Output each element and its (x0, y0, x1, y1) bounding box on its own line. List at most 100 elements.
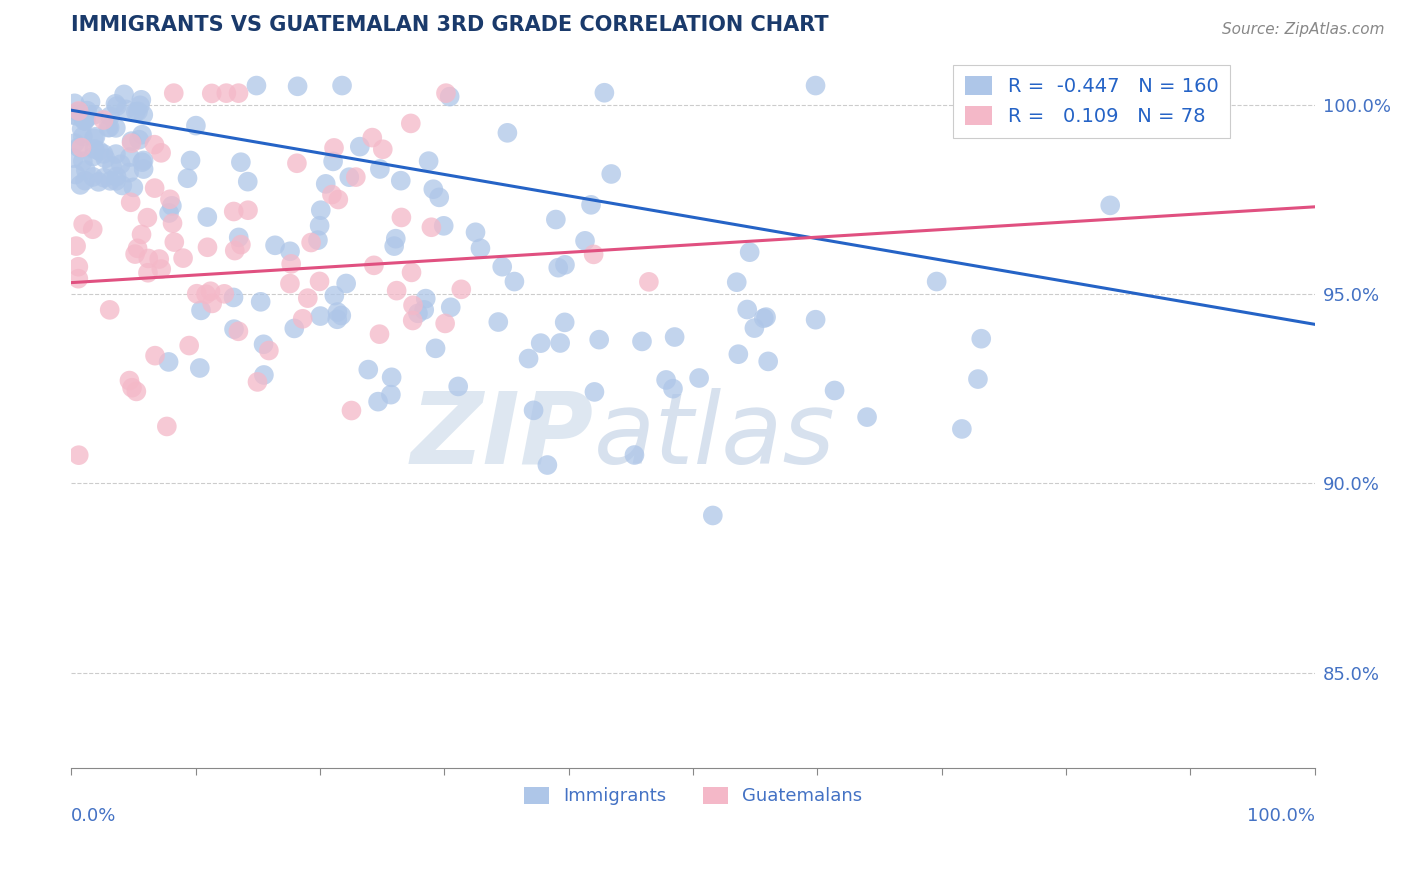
Point (172, 251, 194, 265)
Point (434, 86, 457, 100)
Point (136, 266, 159, 280)
Point (228, 86, 250, 100)
Point (67, 140, 90, 154)
Point (83, 142, 105, 156)
Point (530, 336, 553, 351)
Point (368, 327, 391, 342)
Point (522, 403, 544, 417)
Point (283, 321, 305, 335)
Point (150, 145, 173, 160)
Point (72, 154, 94, 169)
Point (98, 302, 121, 317)
Point (104, 147, 127, 161)
Point (87, 175, 110, 189)
Point (69, 178, 91, 192)
Point (66, 104, 89, 119)
Point (82, 222, 104, 236)
Point (382, 239, 405, 253)
Point (72, 217, 94, 231)
Point (73, 113, 96, 128)
Point (186, 286, 208, 301)
Point (252, 337, 274, 351)
Point (122, 180, 145, 194)
Point (105, 174, 128, 188)
Point (287, 79, 309, 94)
Point (574, 234, 596, 248)
Point (328, 193, 350, 207)
Point (176, 171, 198, 186)
Point (112, 87, 135, 102)
Point (124, 247, 146, 261)
Text: Source: ZipAtlas.com: Source: ZipAtlas.com (1222, 22, 1385, 37)
Legend: Immigrants, Guatemalans: Immigrants, Guatemalans (516, 780, 869, 813)
Point (157, 206, 180, 220)
Point (297, 291, 319, 305)
Point (402, 298, 425, 312)
Point (253, 368, 276, 382)
Point (264, 238, 287, 252)
Point (97, 120, 120, 135)
Point (664, 330, 686, 344)
Point (491, 260, 513, 274)
Point (385, 284, 408, 298)
Point (131, 128, 153, 142)
Point (65, 239, 87, 253)
Point (125, 384, 148, 399)
Point (93, 113, 115, 128)
Point (201, 296, 224, 310)
Point (228, 324, 250, 338)
Point (75, 112, 97, 126)
Point (67, 448, 90, 462)
Point (337, 170, 360, 185)
Point (440, 301, 463, 315)
Point (120, 195, 142, 210)
Point (229, 237, 252, 252)
Point (143, 349, 166, 363)
Point (101, 159, 124, 173)
Point (824, 384, 846, 398)
Point (655, 373, 678, 387)
Point (63, 96, 86, 111)
Point (600, 167, 623, 181)
Point (330, 309, 353, 323)
Point (70, 121, 93, 136)
Point (93, 147, 115, 161)
Point (222, 290, 245, 304)
Point (486, 315, 509, 329)
Point (307, 233, 329, 247)
Point (98, 120, 121, 135)
Point (236, 175, 259, 189)
Point (315, 177, 337, 191)
Point (321, 187, 343, 202)
Point (925, 275, 948, 289)
Point (517, 351, 540, 366)
Point (309, 203, 332, 218)
Point (326, 312, 349, 326)
Point (967, 372, 990, 386)
Point (702, 508, 724, 523)
Point (593, 86, 616, 100)
Point (200, 285, 222, 299)
Point (548, 336, 571, 351)
Point (229, 155, 252, 169)
Point (121, 136, 143, 150)
Point (245, 78, 267, 93)
Point (804, 312, 827, 326)
Point (308, 219, 330, 233)
Point (323, 288, 346, 302)
Point (222, 322, 245, 336)
Point (125, 104, 148, 119)
Point (725, 275, 748, 289)
Point (367, 394, 389, 409)
Point (65, 109, 87, 123)
Point (638, 275, 661, 289)
Point (190, 303, 212, 318)
Point (496, 126, 519, 140)
Point (804, 78, 827, 93)
Point (439, 89, 461, 103)
Point (547, 260, 569, 275)
Point (413, 302, 436, 317)
Point (72, 129, 94, 144)
Point (323, 141, 346, 155)
Point (83, 131, 105, 145)
